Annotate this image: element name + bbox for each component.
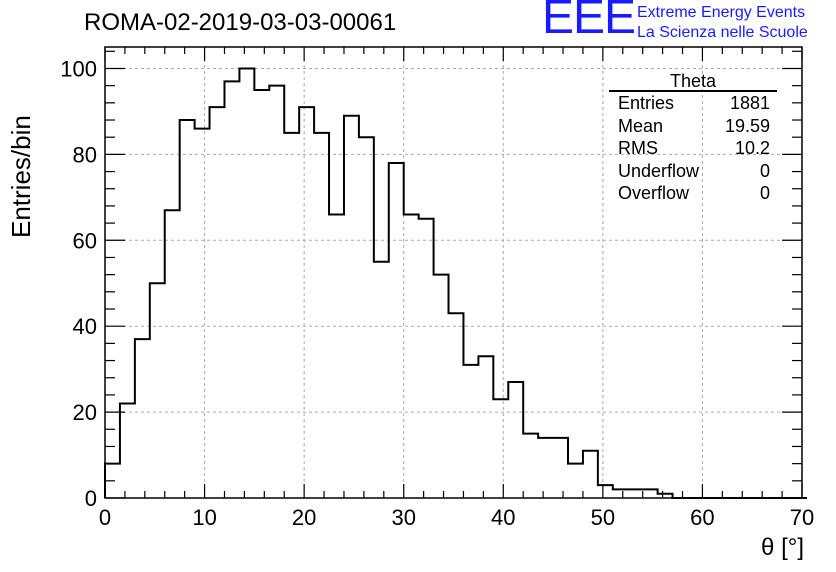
y-tick-label: 60: [73, 228, 97, 253]
histogram-bin: [449, 313, 464, 498]
stats-value: 10.2: [734, 138, 770, 159]
chart-title: ROMA-02-2019-03-03-00061: [84, 9, 397, 36]
x-tick-label: 20: [292, 505, 316, 530]
histogram-bin: [150, 283, 165, 498]
stats-row: Entries 1881: [609, 92, 777, 115]
logo-line-1: Extreme Energy Events: [637, 4, 806, 21]
histogram-bin: [239, 68, 254, 498]
histogram-bin: [583, 451, 598, 498]
x-tick-label: 50: [591, 505, 615, 530]
x-tick-label: 10: [192, 505, 216, 530]
histogram-bin: [120, 404, 135, 498]
y-axis-label: Entries/bin: [6, 115, 36, 238]
histogram-bin: [165, 210, 180, 498]
stats-label: Overflow: [618, 183, 690, 204]
stats-value: 1881: [729, 93, 770, 113]
stats-label: Mean: [618, 115, 664, 136]
x-tick-label: 0: [99, 505, 111, 530]
x-tick-label: 40: [491, 505, 515, 530]
histogram-bin: [344, 116, 359, 498]
histogram-bin: [523, 434, 538, 498]
histogram-bin: [180, 120, 195, 498]
x-tick-label: 70: [790, 505, 814, 530]
stats-box: Theta Entries 1881 Mean 19.59 RMS 10.2 U…: [609, 70, 777, 205]
stats-label: Underflow: [618, 160, 700, 181]
histogram-bin: [478, 356, 493, 498]
logo-line-2: La Scienza nelle Scuole: [637, 24, 808, 41]
stats-value: 19.59: [724, 115, 770, 136]
histogram-bin: [224, 81, 239, 498]
histogram-bin: [389, 163, 404, 498]
histogram-bin: [135, 339, 150, 498]
histogram-bin: [210, 107, 225, 498]
stats-row: Overflow 0: [609, 182, 777, 205]
x-axis-label: θ [°]: [761, 534, 804, 561]
y-tick-label: 20: [73, 400, 97, 425]
stats-label: Entries: [618, 93, 675, 113]
histogram-bin: [254, 90, 269, 498]
histogram-bin: [628, 489, 643, 498]
histogram-bin: [463, 365, 478, 498]
histogram-bin: [508, 382, 523, 498]
stats-label: RMS: [618, 138, 658, 159]
histogram-bin: [493, 399, 508, 498]
histogram-bin: [598, 485, 613, 498]
histogram-bin: [284, 133, 299, 498]
histogram-bin: [374, 262, 389, 498]
histogram-bin: [195, 129, 210, 498]
x-tick-label: 60: [690, 505, 714, 530]
histogram-bin: [434, 275, 449, 498]
histogram-bin: [419, 219, 434, 498]
y-tick-label: 100: [60, 56, 97, 81]
stats-title: Theta: [609, 70, 777, 92]
histogram-bin: [643, 489, 658, 498]
histogram-bin: [553, 438, 568, 498]
histogram-bin: [269, 86, 284, 498]
histogram-line: [104, 67, 807, 499]
y-tick-label: 0: [85, 486, 97, 511]
y-tick-label: 80: [73, 142, 97, 167]
histogram-bin: [538, 438, 553, 498]
stats-row: Underflow 0: [609, 160, 777, 183]
histogram-bin: [613, 489, 628, 498]
histogram-bin: [299, 107, 314, 498]
stats-row: RMS 10.2: [609, 137, 777, 160]
histogram-bin: [404, 215, 419, 498]
x-tick-label: 30: [391, 505, 415, 530]
histogram-bin: [359, 137, 374, 498]
histogram-bin: [329, 215, 344, 498]
stats-value: 0: [759, 160, 770, 181]
histogram-bin: [314, 133, 329, 498]
eee-logo: EEE: [542, 0, 636, 44]
plot-frame: [104, 46, 803, 499]
stats-value: 0: [759, 183, 770, 204]
y-tick-label: 40: [73, 314, 97, 339]
histogram-bin: [568, 464, 583, 498]
stats-row: Mean 19.59: [609, 115, 777, 138]
